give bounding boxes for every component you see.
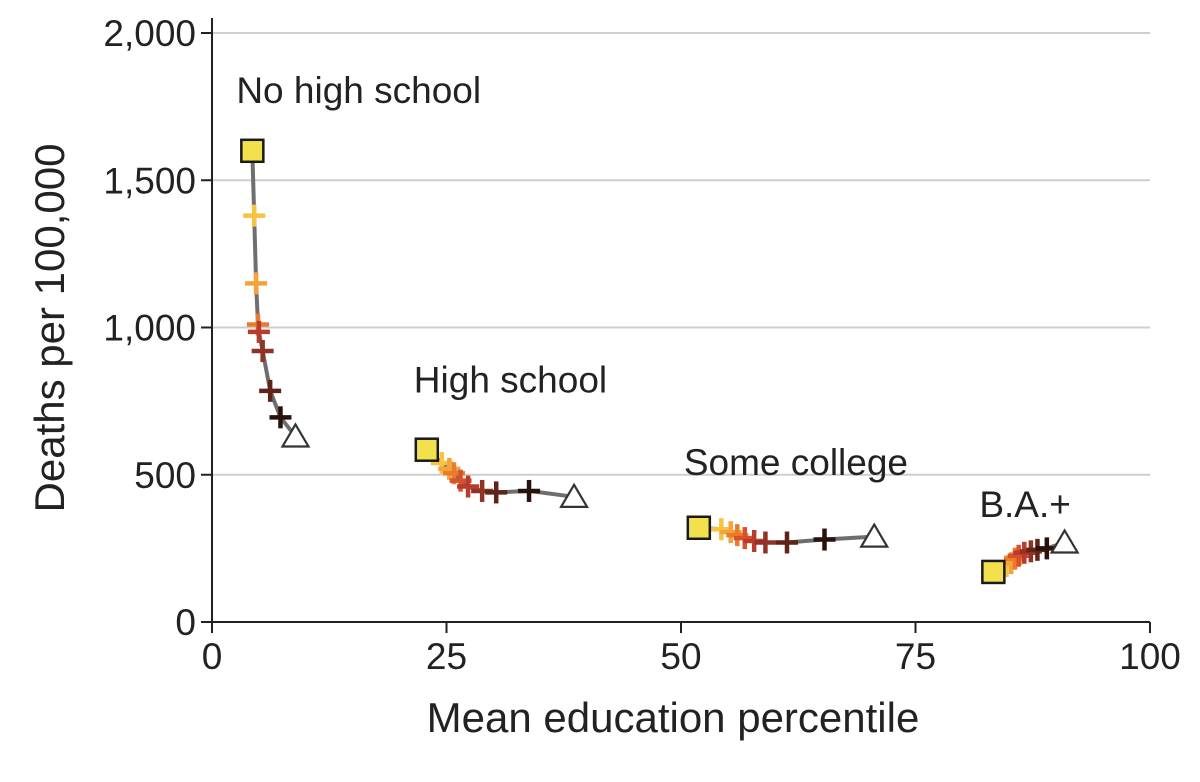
end-triangle-marker [559, 482, 589, 508]
y-tick-label: 500 [134, 455, 196, 496]
plus-marker [245, 272, 268, 295]
plus-marker [754, 531, 777, 554]
x-tick-label: 100 [1119, 636, 1181, 677]
start-square-marker [240, 138, 265, 164]
plus-marker [457, 475, 480, 498]
start-square-marker [686, 515, 712, 541]
x-tick-label: 50 [660, 636, 701, 677]
start-square-marker [981, 559, 1006, 585]
gridlines [212, 32, 1150, 476]
series-line [250, 148, 298, 439]
y-tick-label: 1,500 [103, 160, 196, 201]
plus-marker [259, 379, 282, 402]
plus-marker [775, 531, 798, 554]
series-label: Some college [684, 442, 908, 483]
series-2 [686, 515, 890, 554]
y-tick-label: 0 [175, 602, 196, 643]
plus-marker [247, 320, 270, 343]
series-label: B.A.+ [979, 484, 1071, 525]
end-triangle-marker [280, 422, 311, 448]
plus-marker [243, 204, 266, 227]
plus-marker [251, 340, 274, 363]
series-line [424, 447, 577, 499]
axes: 0 500 1,000 1,500 2,000 0 25 50 75 100 [103, 13, 1180, 677]
x-tick-label: 25 [426, 636, 467, 677]
start-square-marker [414, 437, 440, 462]
y-tick-label: 1,000 [103, 308, 196, 349]
end-triangle-marker [1049, 528, 1080, 554]
series-3 [981, 528, 1080, 585]
end-triangle-marker [859, 522, 890, 548]
plus-marker [813, 528, 836, 551]
series-1 [414, 437, 589, 508]
x-axis-title: Mean education percentile [427, 694, 920, 741]
plus-marker [269, 406, 292, 429]
x-tick-label: 75 [895, 636, 936, 677]
y-axis-title: Deaths per 100,000 [26, 144, 73, 513]
series-labels: No high school High school Some college B.A… [236, 70, 1071, 525]
y-tick-label: 2,000 [103, 13, 196, 54]
series-group [240, 138, 1080, 585]
x-tick-label: 0 [202, 636, 223, 677]
plus-marker [518, 479, 541, 502]
series-label: No high school [236, 70, 481, 111]
series-0 [240, 138, 311, 448]
plus-marker [485, 481, 508, 504]
series-label: High school [414, 360, 607, 401]
plus-marker [438, 457, 461, 480]
